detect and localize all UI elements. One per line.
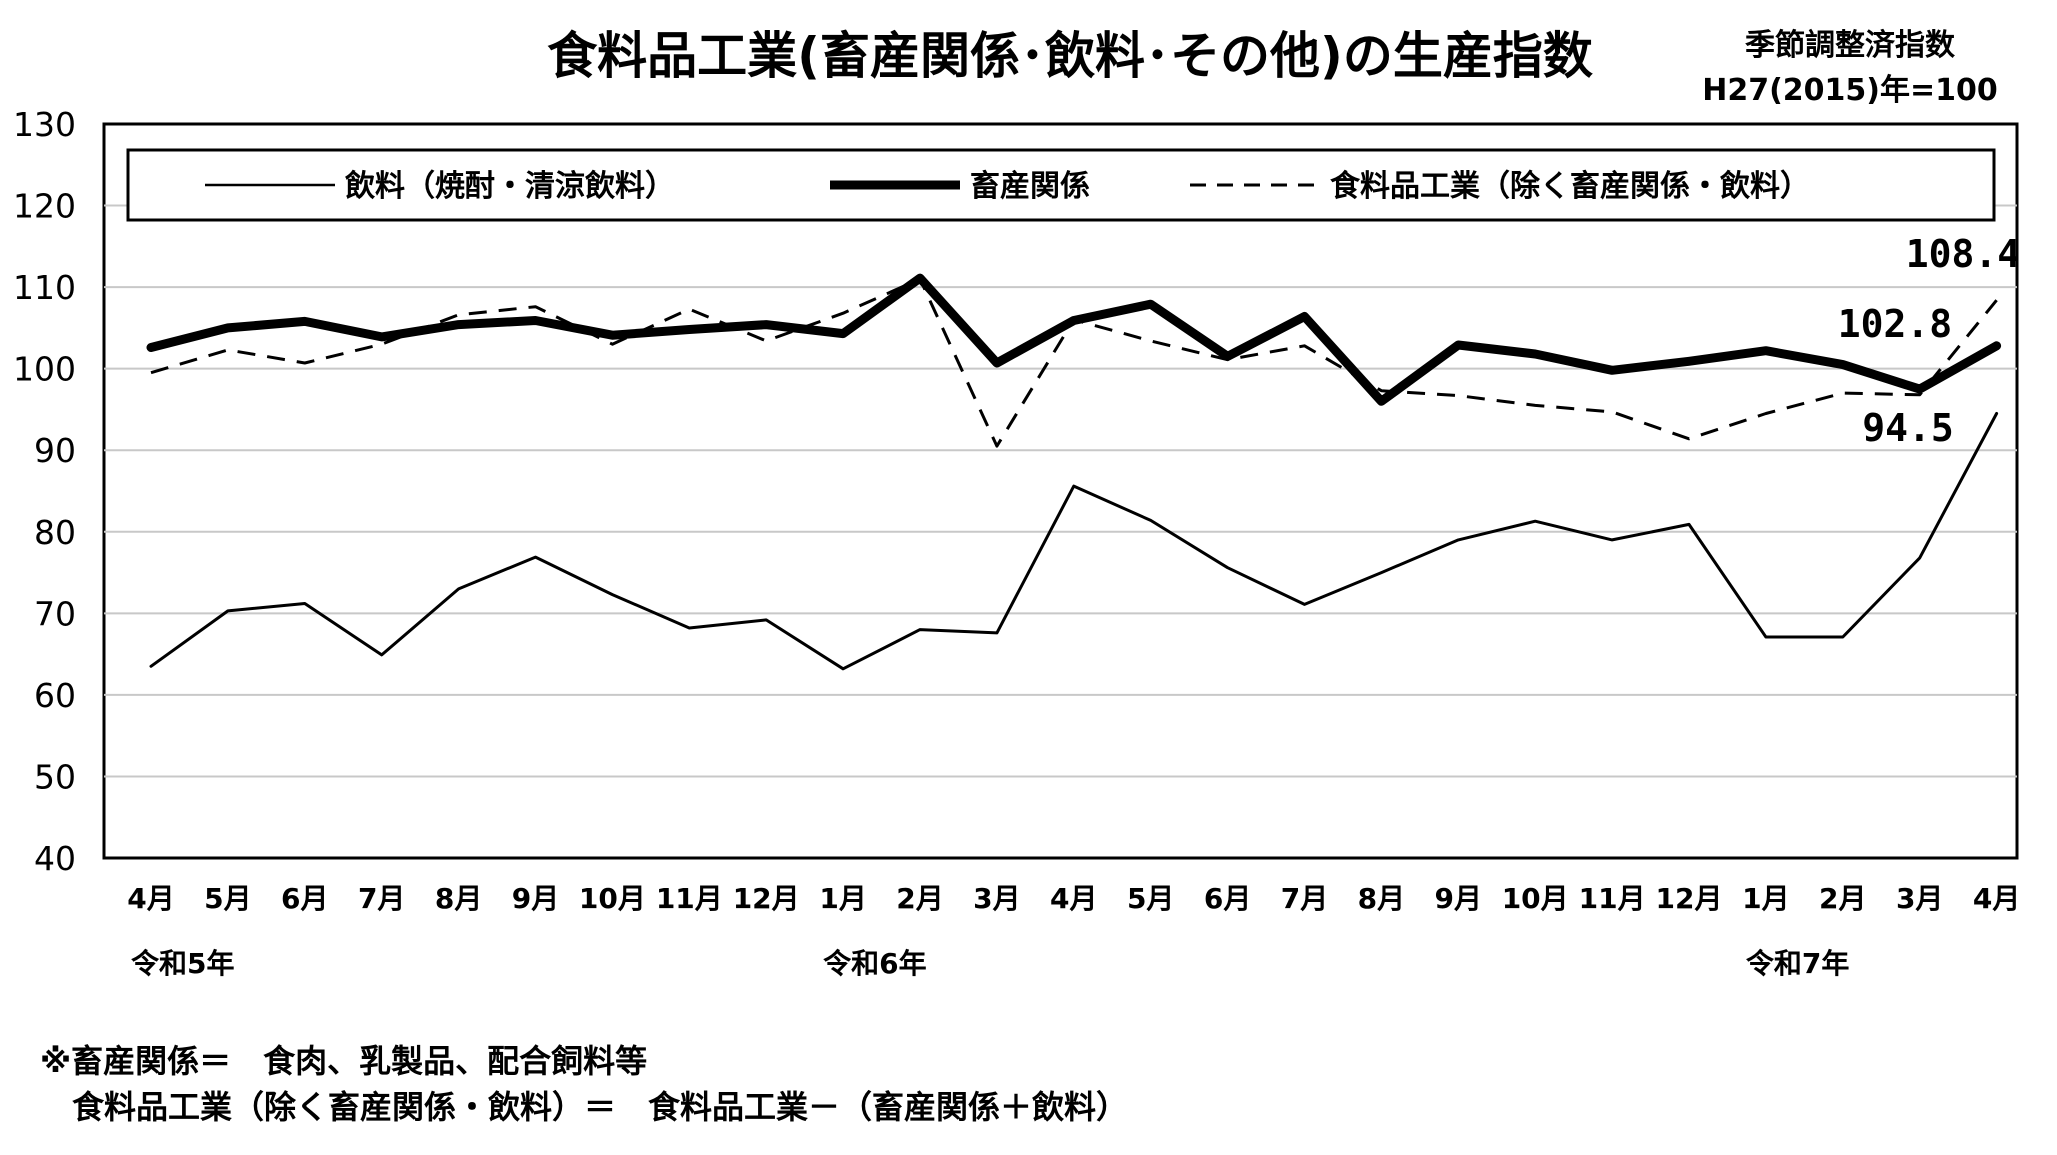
x-tick-label: 6月	[281, 882, 328, 915]
x-tick-label: 5月	[204, 882, 251, 915]
x-tick-label: 8月	[1358, 882, 1405, 915]
y-tick-label: 80	[34, 513, 76, 552]
y-tick-label: 40	[34, 839, 76, 878]
y-tick-label: 50	[34, 757, 76, 796]
x-axis-year-labels: 令和5年 令和6年 令和7年	[131, 947, 1849, 980]
data-labels: 108.4 102.8 94.5	[1838, 232, 2020, 450]
x-year-label: 令和7年	[1746, 947, 1849, 980]
x-tick-label: 10月	[1502, 882, 1569, 915]
x-tick-label: 6月	[1204, 882, 1251, 915]
data-label-food-excluding-last: 108.4	[1906, 232, 2020, 276]
x-tick-label: 1月	[819, 882, 866, 915]
x-tick-label: 12月	[1656, 882, 1723, 915]
x-axis-ticks: 4月 5月 6月 7月 8月 9月 10月 11月 12月 1月 2月 3月 4月 5月 6月 7月 8月 9月 1…	[127, 882, 2020, 915]
chart-title: 食料品工業(畜産関係･飲料･その他)の生産指数	[547, 27, 1593, 85]
x-tick-label: 12月	[733, 882, 800, 915]
x-tick-label: 2月	[896, 882, 943, 915]
y-tick-label: 130	[13, 105, 76, 144]
x-tick-label: 10月	[579, 882, 646, 915]
x-tick-label: 11月	[656, 882, 723, 915]
x-tick-label: 4月	[127, 882, 174, 915]
x-tick-label: 7月	[1281, 882, 1328, 915]
y-tick-label: 60	[34, 676, 76, 715]
x-tick-label: 3月	[973, 882, 1020, 915]
data-label-livestock-last: 102.8	[1838, 302, 1952, 346]
x-tick-label: 2月	[1819, 882, 1866, 915]
gridlines	[104, 204, 2017, 778]
x-tick-label: 3月	[1896, 882, 1943, 915]
x-tick-label: 9月	[1435, 882, 1482, 915]
legend-label-livestock: 畜産関係	[970, 169, 1090, 204]
x-tick-label: 7月	[358, 882, 405, 915]
legend-box	[126, 148, 1996, 222]
x-tick-label: 1月	[1742, 882, 1789, 915]
series-line-livestock	[146, 273, 2002, 406]
y-tick-label: 110	[13, 268, 76, 307]
x-tick-label: 4月	[1973, 882, 2020, 915]
series-line-food-excluding	[150, 277, 1998, 448]
y-tick-label: 90	[34, 431, 76, 470]
legend-label-food-excluding: 食料品工業（除く畜産関係・飲料）	[1330, 169, 1810, 204]
y-tick-label: 100	[13, 350, 76, 389]
data-label-beverage-last: 94.5	[1862, 406, 1954, 450]
y-axis-ticks: 40 50 60 70 80 90 100 110 120 130	[13, 105, 76, 878]
x-tick-label: 8月	[435, 882, 482, 915]
legend: 飲料（焼酎・清涼飲料） 畜産関係 食料品工業（除く畜産関係・飲料）	[126, 148, 1996, 222]
y-tick-label: 120	[13, 187, 76, 226]
plot-area-frame	[102, 122, 2019, 860]
y-tick-label: 70	[34, 594, 76, 633]
footnote-food-excluding-definition: 食料品工業（除く畜産関係・飲料）＝ 食料品工業－（畜産関係＋飲料）	[40, 1088, 1128, 1126]
legend-label-beverage: 飲料（焼酎・清涼飲料）	[345, 169, 675, 204]
chart-subtitle-base-year: H27(2015)年=100	[1702, 73, 1998, 108]
x-tick-label: 11月	[1579, 882, 1646, 915]
footnote-livestock-definition: ※畜産関係＝ 食肉、乳製品、配合飼料等	[40, 1042, 647, 1080]
series-line-beverage	[149, 412, 1999, 671]
chart-subtitle-index-type: 季節調整済指数	[1745, 28, 1956, 63]
x-year-label: 令和6年	[823, 947, 926, 980]
series-lines	[146, 273, 2002, 671]
x-year-label: 令和5年	[131, 947, 234, 980]
x-tick-label: 9月	[512, 882, 559, 915]
x-tick-label: 4月	[1050, 882, 1097, 915]
x-tick-label: 5月	[1127, 882, 1174, 915]
